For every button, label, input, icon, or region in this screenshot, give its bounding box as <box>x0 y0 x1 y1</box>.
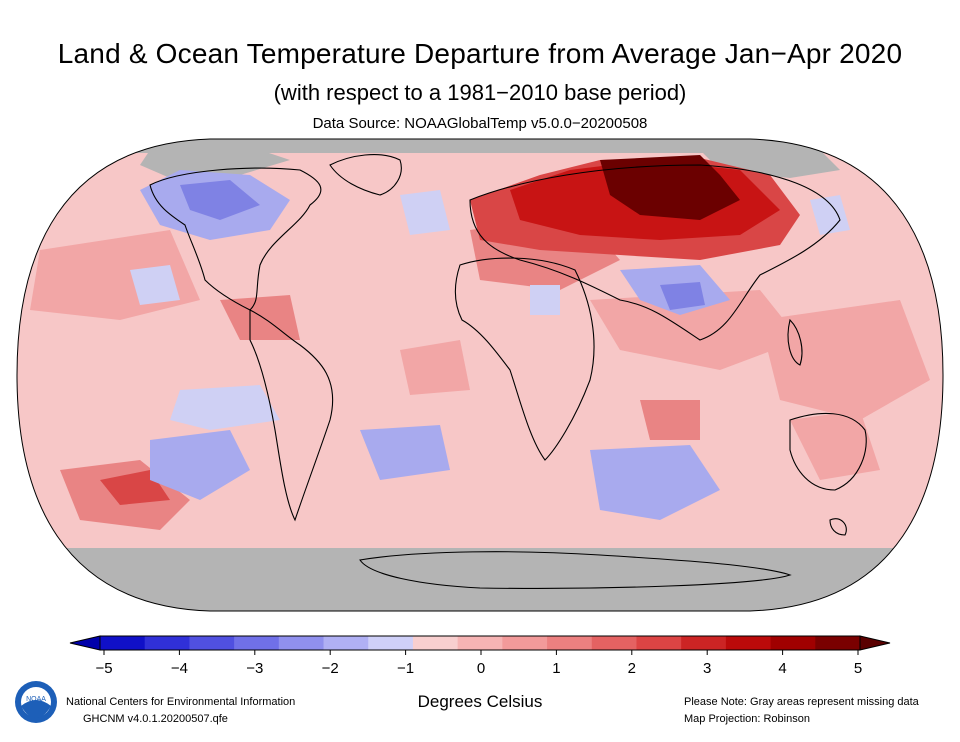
anomaly-patches <box>17 139 943 611</box>
colorbar-swatch <box>234 636 280 650</box>
coast-greenland <box>329 154 402 196</box>
cool-ne-pacific <box>130 265 180 305</box>
noaa-logo: NOAA <box>15 681 57 723</box>
warm-australia <box>790 410 880 480</box>
org-name: National Centers for Environmental Infor… <box>66 696 296 708</box>
colorbar-tick-label: −2 <box>321 660 339 677</box>
colorbar-tick-label: 5 <box>853 660 863 677</box>
colorbar-tick-label: 2 <box>627 660 636 677</box>
warm-indian-ocean <box>640 400 700 440</box>
coast-antarctica <box>359 551 792 589</box>
extreme-hot-siberia <box>600 155 740 220</box>
colorbar-swatch <box>100 636 146 650</box>
colorbar-swatch <box>278 636 325 650</box>
cool-kamchatka <box>810 195 850 235</box>
colorbar-tick-label: 4 <box>778 660 787 677</box>
noaa-logo-text: NOAA <box>26 696 46 703</box>
coast-north-america <box>149 167 322 311</box>
warm-tropical-atlantic <box>400 340 470 395</box>
coast-japan-islands <box>787 318 803 366</box>
data-source: Data Source: NOAAGlobalTemp v5.0.0−20200… <box>312 115 648 132</box>
colorbar-tick-label: 3 <box>703 660 712 677</box>
warm-west-pacific <box>760 300 930 420</box>
colorbar-tick-label: −3 <box>246 660 264 677</box>
colorbar-swatch <box>770 636 816 650</box>
projection-note: Map Projection: Robinson <box>684 713 810 725</box>
warm-arabia-india <box>590 290 800 370</box>
coastlines <box>149 154 867 589</box>
cool-south-indian <box>590 445 720 520</box>
colorbar-outline <box>99 635 861 651</box>
colorbar-tick-label: 0 <box>476 660 486 677</box>
colorbar-tick-label: −5 <box>95 660 113 677</box>
coast-africa <box>454 257 595 461</box>
colorbar-swatch <box>412 636 459 650</box>
coast-australia <box>789 412 867 491</box>
coast-eurasia <box>469 164 841 341</box>
colorbar <box>69 635 891 655</box>
colorbar-swatch <box>636 636 682 650</box>
cool-south-pacific-2 <box>150 430 250 500</box>
colorbar-swatch <box>815 636 861 650</box>
colorbar-swatch <box>368 636 414 650</box>
dataset-name: GHCNM v4.0.1.20200507.qfe <box>83 713 228 725</box>
missing-arctic-west <box>140 150 290 178</box>
colorbar-arrow-high <box>859 635 891 651</box>
coast-new-zealand <box>829 518 847 536</box>
colorbar-swatch <box>457 636 503 650</box>
map-subtitle: (with respect to a 1981−2010 base period… <box>273 80 687 105</box>
map-border <box>16 138 944 612</box>
colorbar-swatch <box>144 636 190 650</box>
colorbar-tick-label: −1 <box>397 660 415 677</box>
map-title: Land & Ocean Temperature Departure from … <box>57 38 903 69</box>
colorbar-tick-label: −4 <box>170 660 188 677</box>
missing-antarctic-edge <box>360 548 600 560</box>
colorbar-swatch <box>547 636 593 650</box>
cool-egypt <box>530 285 560 315</box>
missing-data-note: Please Note: Gray areas represent missin… <box>684 696 919 708</box>
cool-canada-core <box>180 180 260 220</box>
colorbar-arrow-low <box>69 635 101 651</box>
cool-south-pacific-1 <box>170 385 280 430</box>
colorbar-unit-label: Degrees Celsius <box>417 692 543 711</box>
colorbar-swatch <box>502 636 548 650</box>
missing-antarctic <box>17 548 943 611</box>
colorbar-swatch <box>591 636 637 650</box>
colorbar-swatch <box>681 636 727 650</box>
missing-arctic-band <box>17 139 943 153</box>
coast-south-america <box>249 309 334 522</box>
cool-south-atlantic <box>360 425 450 480</box>
colorbar-tick-label: 1 <box>552 660 561 677</box>
colorbar-swatch <box>725 636 772 650</box>
warm-gulf-mexico <box>220 295 300 340</box>
cool-tibet <box>660 282 705 310</box>
colorbar-swatch <box>323 636 369 650</box>
colorbar-swatch <box>189 636 235 650</box>
cool-north-atlantic <box>400 190 450 235</box>
